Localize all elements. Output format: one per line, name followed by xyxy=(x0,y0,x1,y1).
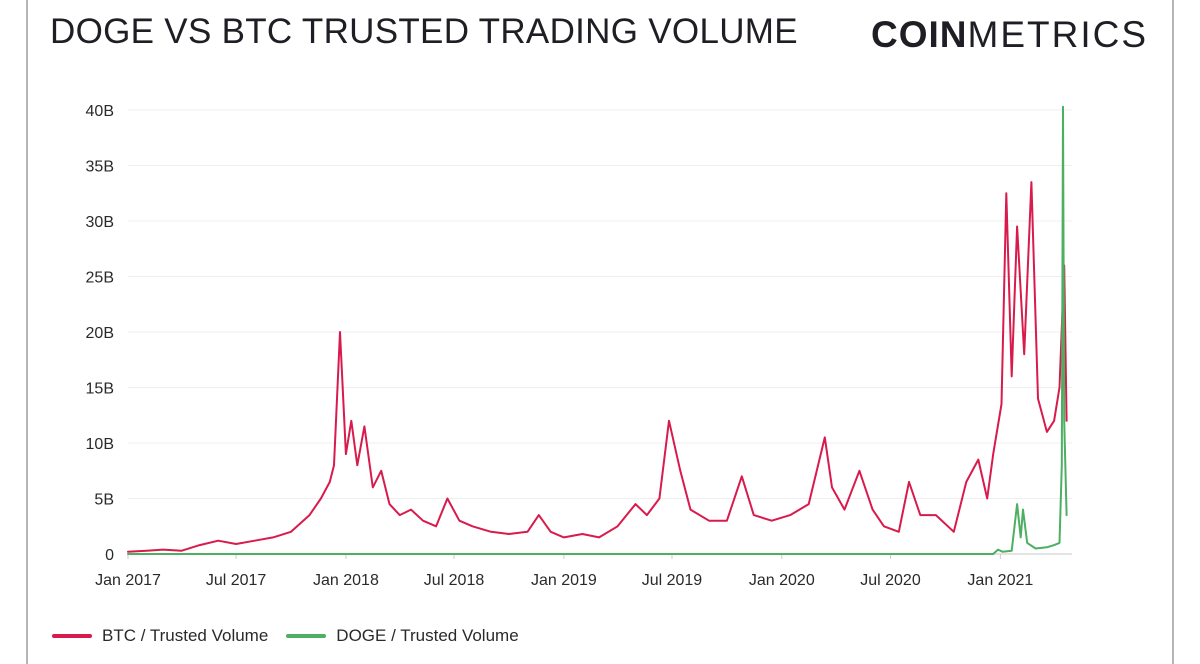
logo-light-text: METRICS xyxy=(967,14,1148,55)
x-tick-label: Jan 2019 xyxy=(531,572,597,589)
x-tick-label: Jul 2019 xyxy=(642,572,703,589)
x-tick-label: Jul 2017 xyxy=(206,572,267,589)
grid-lines xyxy=(128,109,1072,555)
y-tick-label: 30B xyxy=(86,214,114,231)
y-tick-label: 40B xyxy=(86,103,114,120)
page-title: DOGE VS BTC TRUSTED TRADING VOLUME xyxy=(50,12,798,51)
y-tick-label: 5B xyxy=(94,492,114,509)
coinmetrics-logo: COINMETRICS xyxy=(871,14,1148,56)
legend-swatch-doge xyxy=(286,634,327,638)
series-lines xyxy=(127,105,1068,555)
x-tick-label: Jan 2018 xyxy=(313,572,379,589)
legend-item-btc[interactable]: BTC / Trusted Volume xyxy=(52,626,268,646)
y-tick-label: 20B xyxy=(86,325,114,342)
y-tick-label: 25B xyxy=(86,270,114,287)
legend-swatch-btc xyxy=(52,634,92,638)
legend-item-doge[interactable]: DOGE / Trusted Volume xyxy=(286,626,519,646)
x-tick-label: Jan 2021 xyxy=(967,572,1033,589)
y-axis-ticks: 0 5B 10B 15B 20B 25B 30B 35B 40B xyxy=(86,103,115,564)
logo-bold-text: COIN xyxy=(871,14,968,55)
legend-label-doge: DOGE / Trusted Volume xyxy=(336,626,519,645)
legend: BTC / Trusted Volume DOGE / Trusted Volu… xyxy=(52,626,519,646)
series-line-doge xyxy=(127,105,1068,555)
x-tick-label: Jul 2018 xyxy=(424,572,485,589)
x-tick-label: Jul 2020 xyxy=(860,572,921,589)
chart-frame xyxy=(26,0,1174,664)
x-axis-ticks: Jan 2017 Jul 2017 Jan 2018 Jul 2018 Jan 2019… xyxy=(95,554,1033,589)
legend-label-btc: BTC / Trusted Volume xyxy=(102,626,269,645)
y-tick-label: 15B xyxy=(86,381,114,398)
series-line-btc xyxy=(127,181,1068,553)
x-tick-label: Jan 2020 xyxy=(749,572,815,589)
y-tick-label: 10B xyxy=(86,436,114,453)
y-tick-label: 35B xyxy=(86,159,114,176)
y-tick-label: 0 xyxy=(105,547,114,564)
x-tick-label: Jan 2017 xyxy=(95,572,161,589)
